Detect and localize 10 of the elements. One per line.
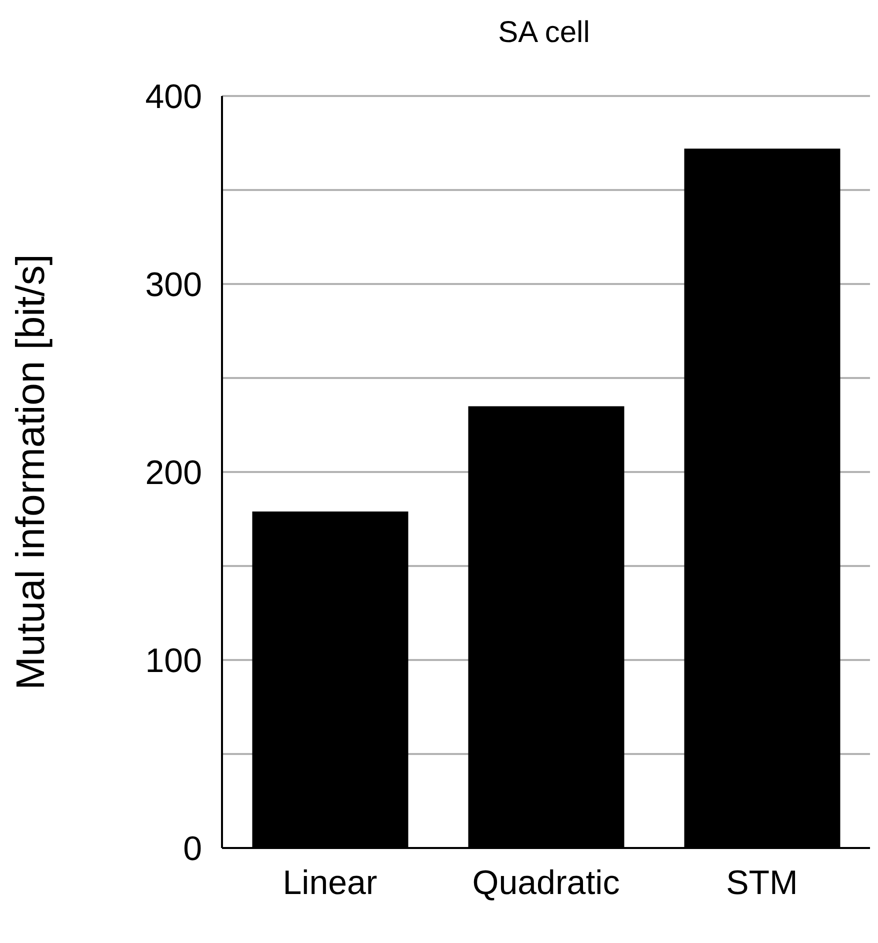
x-tick-label: STM (726, 864, 798, 902)
y-tick-label: 400 (145, 78, 202, 116)
y-axis-title: Mutual information [bit/s] (9, 254, 54, 690)
y-tick-label: 300 (145, 266, 202, 304)
y-tick-label: 100 (145, 642, 202, 680)
x-tick-label: Quadratic (472, 864, 620, 902)
y-tick-label: 0 (183, 830, 202, 868)
chart-title: SA cell (497, 15, 591, 51)
y-tick-label: 200 (145, 454, 202, 492)
x-tick-label: Linear (282, 864, 378, 902)
